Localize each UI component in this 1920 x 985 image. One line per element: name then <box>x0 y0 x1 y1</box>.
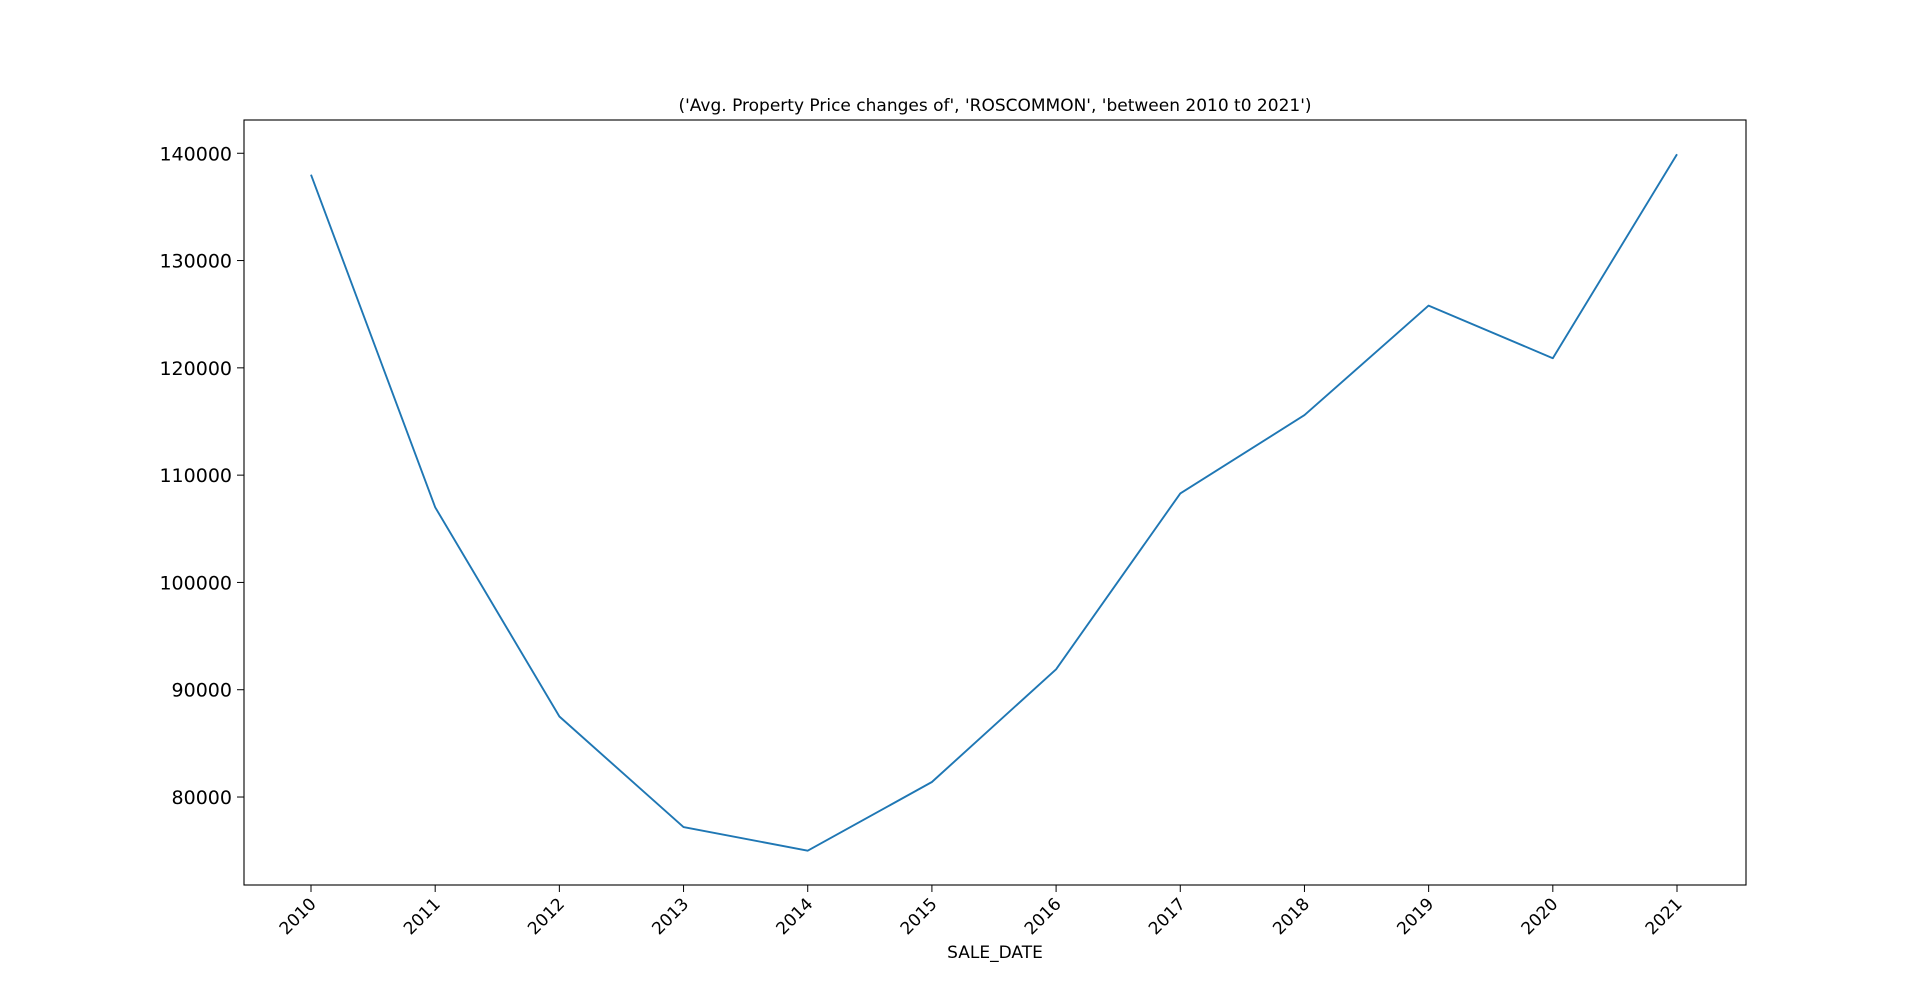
x-tick-label: 2014 <box>773 894 818 939</box>
x-tick-label: 2020 <box>1518 894 1563 939</box>
y-tick-label: 130000 <box>159 251 232 273</box>
x-tick-label: 2019 <box>1393 894 1438 939</box>
x-tick-label: 2011 <box>400 894 445 939</box>
y-tick-label: 90000 <box>172 680 232 702</box>
y-tick-label: 100000 <box>159 572 232 594</box>
x-tick-label: 2016 <box>1021 894 1066 939</box>
x-tick-label: 2012 <box>524 894 569 939</box>
y-axis-ticks: 80000 90000 100000 110000 120000 130000 140000 <box>159 143 244 809</box>
plot-area-frame <box>243 119 1747 886</box>
series-layer <box>310 153 1678 852</box>
x-tick-label: 2021 <box>1642 894 1687 939</box>
x-tick-label: 2015 <box>897 894 942 939</box>
chart-title: ('Avg. Property Price changes of', 'ROSC… <box>678 96 1311 116</box>
x-axis-ticks: 2010 2011 2012 2013 2014 2015 2016 2017 2018 2019… <box>276 885 1687 939</box>
y-tick-label: 120000 <box>159 358 232 380</box>
y-tick-label: 140000 <box>159 143 232 165</box>
y-tick-label: 80000 <box>172 787 232 809</box>
series-line <box>310 153 1678 852</box>
y-tick-label: 110000 <box>159 465 232 487</box>
x-axis-label: SALE_DATE <box>947 943 1043 963</box>
x-tick-label: 2017 <box>1145 894 1190 939</box>
x-tick-label: 2018 <box>1269 894 1314 939</box>
x-tick-label: 2013 <box>648 894 693 939</box>
x-tick-label: 2010 <box>276 894 321 939</box>
